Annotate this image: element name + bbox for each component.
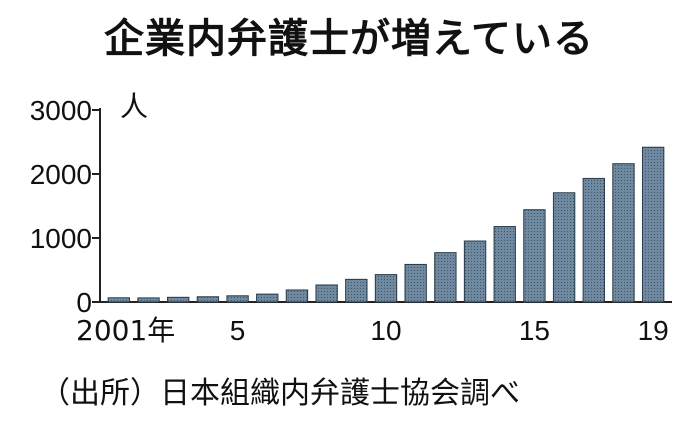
bar-2017 xyxy=(582,177,605,303)
bar-2019 xyxy=(641,146,665,303)
bar-2011 xyxy=(404,263,427,303)
chart-bars xyxy=(107,146,665,303)
bar-2006 xyxy=(256,293,279,303)
bar-2002 xyxy=(137,297,160,303)
bar-2009 xyxy=(345,278,368,303)
bar-2008 xyxy=(315,284,338,303)
y-tick-label: 2000 xyxy=(30,159,92,190)
y-tick-label: 0 xyxy=(76,287,92,318)
x-tick-label: 2001年 xyxy=(76,314,175,347)
bar-2012 xyxy=(434,252,457,303)
x-tick-label: 10 xyxy=(370,315,401,346)
x-tick-label: 5 xyxy=(230,315,246,346)
y-axis-ticks: 0 1000 2000 3000 xyxy=(30,95,100,318)
bar-2004 xyxy=(196,296,220,303)
bar-2007 xyxy=(285,289,309,303)
bar-2013 xyxy=(463,240,487,303)
bar-2015 xyxy=(523,209,546,303)
x-tick-label: 15 xyxy=(519,315,550,346)
chart-title: 企業内弁護士が増えている xyxy=(104,16,594,62)
y-axis-unit-label: 人 xyxy=(120,90,148,123)
bar-2018 xyxy=(612,163,635,303)
y-tick-label: 1000 xyxy=(30,223,92,254)
x-axis-ticks: 2001年 5 10 15 19 xyxy=(76,314,669,347)
bar-2003 xyxy=(167,296,190,303)
bar-2001 xyxy=(107,297,131,303)
bar-2016 xyxy=(552,192,576,303)
x-tick-label: 19 xyxy=(638,315,669,346)
source-note: （出所）日本組織内弁護士協会調べ xyxy=(40,376,520,411)
bar-2005 xyxy=(226,295,249,303)
y-tick-label: 3000 xyxy=(30,95,92,126)
bar-2014 xyxy=(493,226,516,303)
bar-2010 xyxy=(374,274,398,303)
